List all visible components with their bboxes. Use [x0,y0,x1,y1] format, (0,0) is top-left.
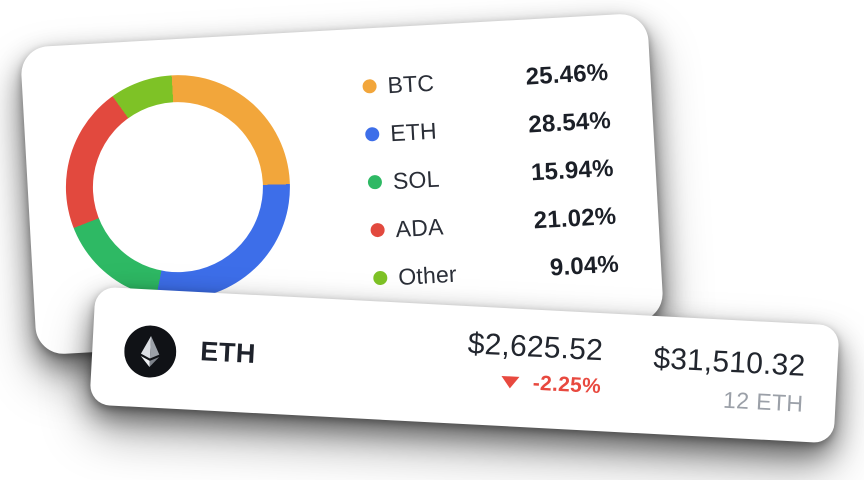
legend-label: Other [397,260,458,290]
holding-column: $31,510.32 12 ETH [651,342,807,418]
legend-label: BTC [386,69,435,98]
asset-symbol: ETH [199,336,257,370]
legend-value: 28.54% [527,106,612,139]
other-dot-icon [372,270,388,286]
asset-row-eth[interactable]: ETH $2,625.52 -2.25% $31,510.32 12 ETH [89,286,840,444]
donut-chart [59,69,296,306]
legend-label: ADA [394,212,445,242]
legend-label: ETH [389,117,438,146]
eth-dot-icon [364,126,380,142]
ethereum-icon [124,325,177,378]
price-column: $2,625.52 -2.25% [465,327,604,399]
ada-dot-icon [370,222,386,238]
legend-value: 15.94% [530,154,615,187]
sol-dot-icon [367,174,383,190]
legend-value: 25.46% [524,58,609,91]
holding-value: $31,510.32 [652,341,807,383]
price-change-row: -2.25% [465,368,602,399]
triangle-down-icon [500,375,520,389]
holding-amount: 12 ETH [722,386,805,417]
asset-price: $2,625.52 [466,327,604,368]
legend-value: 9.04% [549,250,620,282]
chart-legend: BTC 25.46% ETH 28.54% SOL 15.94% ADA 21.… [361,49,620,302]
legend-value: 21.02% [532,202,617,235]
legend-label: SOL [392,165,441,194]
btc-dot-icon [362,78,377,94]
price-change-percent: -2.25% [532,371,602,399]
